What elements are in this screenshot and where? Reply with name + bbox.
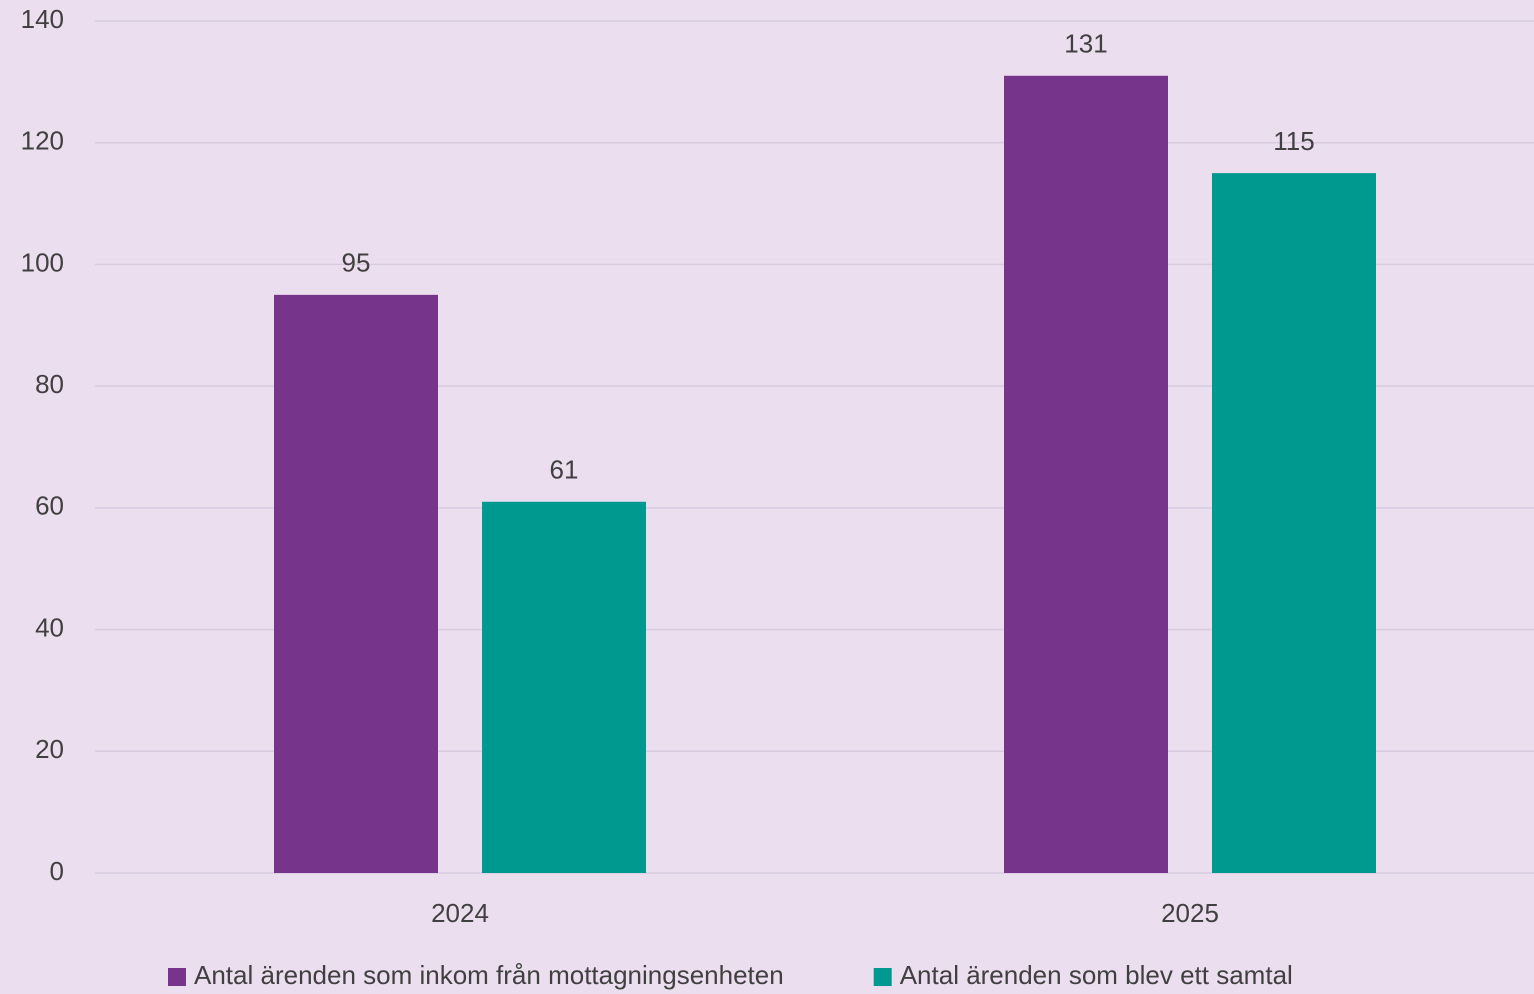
bar — [1004, 75, 1168, 874]
y-tick-label: 20 — [35, 734, 64, 764]
legend-label: Antal ärenden som blev ett samtal — [900, 960, 1293, 990]
bar — [274, 294, 438, 873]
x-tick-label: 2025 — [1161, 898, 1219, 928]
legend-swatch — [168, 968, 186, 986]
data-label: 131 — [1064, 29, 1107, 59]
y-tick-label: 140 — [21, 4, 64, 34]
x-tick-label: 2024 — [431, 898, 489, 928]
y-tick-label: 100 — [21, 247, 64, 277]
y-tick-label: 0 — [50, 856, 64, 886]
y-tick-label: 80 — [35, 369, 64, 399]
y-tick-label: 60 — [35, 491, 64, 521]
data-label: 115 — [1273, 126, 1314, 156]
y-tick-label: 40 — [35, 612, 64, 642]
y-tick-label: 120 — [21, 126, 64, 156]
bar — [482, 501, 646, 873]
data-label: 61 — [550, 455, 579, 485]
legend-swatch — [873, 968, 892, 986]
legend-label: Antal ärenden som inkom från mottagnings… — [194, 960, 784, 990]
data-label: 95 — [342, 248, 371, 278]
bar — [1212, 173, 1376, 874]
